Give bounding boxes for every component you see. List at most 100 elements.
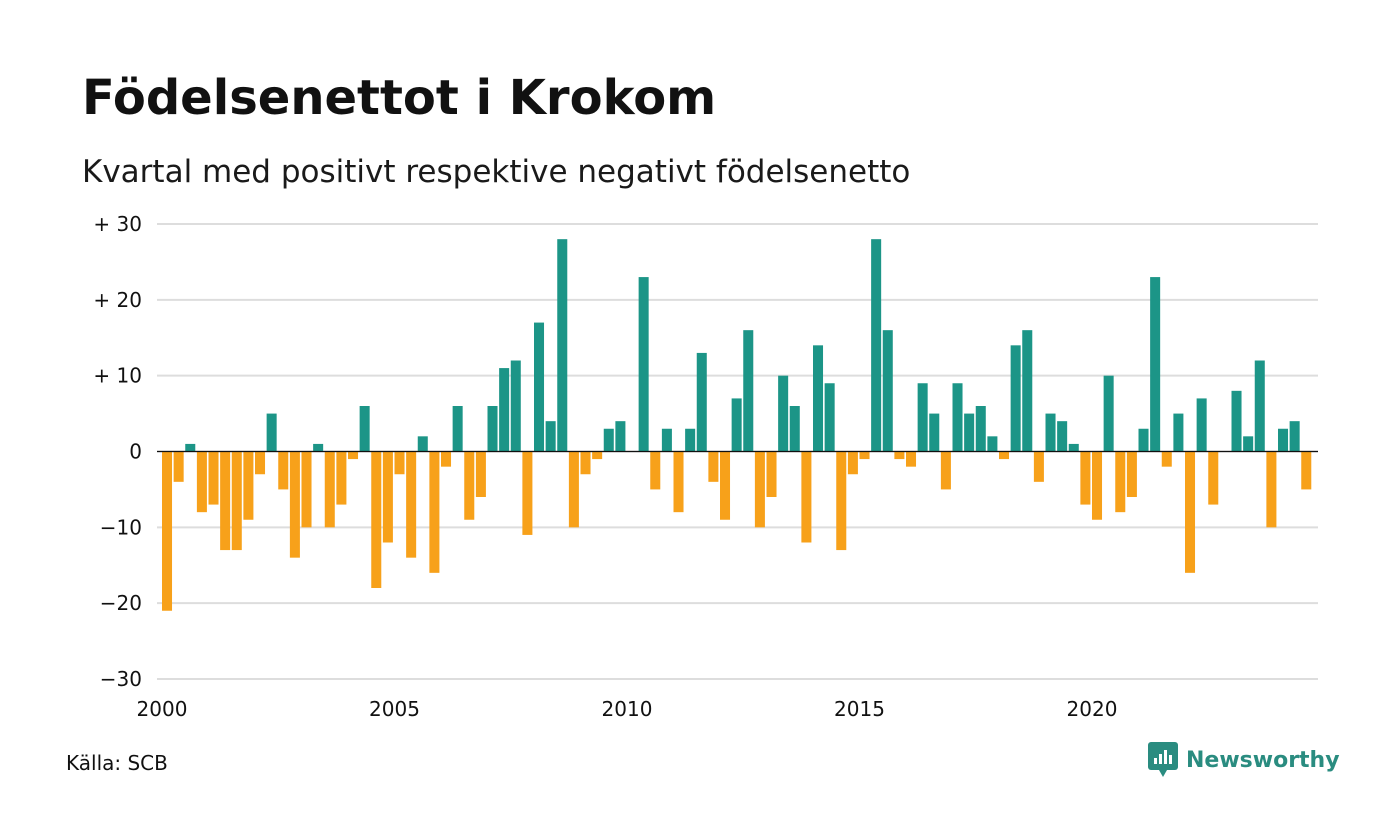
x-tick-label: 2000 xyxy=(137,697,188,721)
bar xyxy=(906,451,917,467)
bar xyxy=(836,451,847,551)
x-tick-label: 2010 xyxy=(602,697,653,721)
bar xyxy=(661,428,672,452)
bar xyxy=(1010,345,1021,452)
bar xyxy=(673,451,684,513)
bar xyxy=(441,451,452,467)
bar xyxy=(720,451,731,520)
bar xyxy=(894,451,905,460)
bar xyxy=(638,277,649,452)
bar xyxy=(975,406,986,452)
bar xyxy=(1301,451,1312,490)
bar xyxy=(231,451,242,551)
bar xyxy=(394,451,405,475)
bar xyxy=(301,451,312,528)
bar xyxy=(1243,436,1254,452)
bar xyxy=(522,451,533,535)
bar xyxy=(685,428,696,452)
bar xyxy=(778,375,789,452)
bar xyxy=(1092,451,1103,520)
bar xyxy=(1254,360,1265,452)
bar xyxy=(162,451,173,611)
bar xyxy=(429,451,440,573)
bar xyxy=(266,413,277,452)
bar xyxy=(464,451,475,520)
bar xyxy=(1033,451,1044,482)
bar xyxy=(1080,451,1091,505)
chart-subtitle: Kvartal med positivt respektive negativt… xyxy=(82,154,911,190)
bar xyxy=(940,451,951,490)
bar xyxy=(568,451,579,528)
bar xyxy=(220,451,231,551)
bars xyxy=(162,239,1312,611)
bar xyxy=(1022,330,1033,452)
y-tick-label: + 20 xyxy=(93,288,142,312)
bar xyxy=(278,451,289,490)
bar xyxy=(1103,375,1114,452)
x-tick-label: 2020 xyxy=(1067,697,1118,721)
bar xyxy=(987,436,998,452)
bar xyxy=(196,451,207,513)
bar xyxy=(1161,451,1172,467)
bar xyxy=(882,330,893,452)
x-axis-ticks: 2000 2005 2010 2015 2020 xyxy=(137,697,1118,721)
y-tick-label: −10 xyxy=(100,515,142,539)
y-tick-label: + 30 xyxy=(93,212,142,236)
bar xyxy=(1266,451,1277,528)
bar xyxy=(696,352,707,452)
bar xyxy=(999,451,1010,460)
bar xyxy=(789,406,800,452)
bar xyxy=(359,406,370,452)
bar xyxy=(1208,451,1219,505)
bar xyxy=(929,413,940,452)
bar xyxy=(847,451,858,475)
source-note: Källa: SCB xyxy=(66,751,168,775)
brand-logo: Newsworthy xyxy=(1148,742,1340,778)
bar xyxy=(313,443,324,452)
bar xyxy=(766,451,777,497)
bar xyxy=(754,451,765,528)
y-axis-ticks: + 30 + 20 + 10 0 −10 −20 −30 xyxy=(93,212,142,691)
bar xyxy=(487,406,498,452)
bar xyxy=(185,443,196,452)
bar xyxy=(1173,413,1184,452)
bar xyxy=(964,413,975,452)
bar xyxy=(650,451,661,490)
bar xyxy=(1231,390,1242,452)
bar xyxy=(1045,413,1056,452)
bar xyxy=(382,451,393,543)
bar xyxy=(499,368,510,452)
x-tick-label: 2015 xyxy=(834,697,885,721)
bar xyxy=(289,451,300,558)
newsworthy-logo-icon xyxy=(1148,742,1178,777)
bar xyxy=(324,451,335,528)
y-tick-label: 0 xyxy=(129,440,142,464)
bar xyxy=(592,451,603,460)
bar xyxy=(452,406,463,452)
bar xyxy=(708,451,719,482)
bar xyxy=(801,451,812,543)
bar xyxy=(1138,428,1149,452)
bar xyxy=(743,330,754,452)
bar xyxy=(336,451,347,505)
bar xyxy=(1289,421,1300,452)
bar xyxy=(580,451,591,475)
bar xyxy=(603,428,614,452)
bar xyxy=(557,239,568,452)
bar xyxy=(731,398,742,452)
y-tick-label: −20 xyxy=(100,591,142,615)
bar xyxy=(813,345,824,452)
bar xyxy=(406,451,417,558)
bar xyxy=(208,451,219,505)
bar xyxy=(1278,428,1289,452)
bar xyxy=(952,383,963,452)
bar xyxy=(371,451,382,588)
bar xyxy=(475,451,486,497)
bar xyxy=(348,451,359,460)
y-tick-label: −30 xyxy=(100,667,142,691)
bar xyxy=(510,360,521,452)
bar xyxy=(1185,451,1196,573)
bar xyxy=(871,239,882,452)
bar xyxy=(534,322,545,452)
bar xyxy=(1115,451,1126,513)
